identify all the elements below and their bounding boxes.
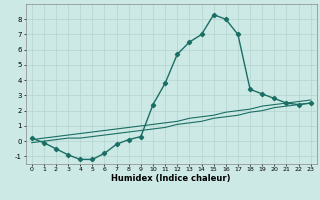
X-axis label: Humidex (Indice chaleur): Humidex (Indice chaleur) <box>111 174 231 183</box>
